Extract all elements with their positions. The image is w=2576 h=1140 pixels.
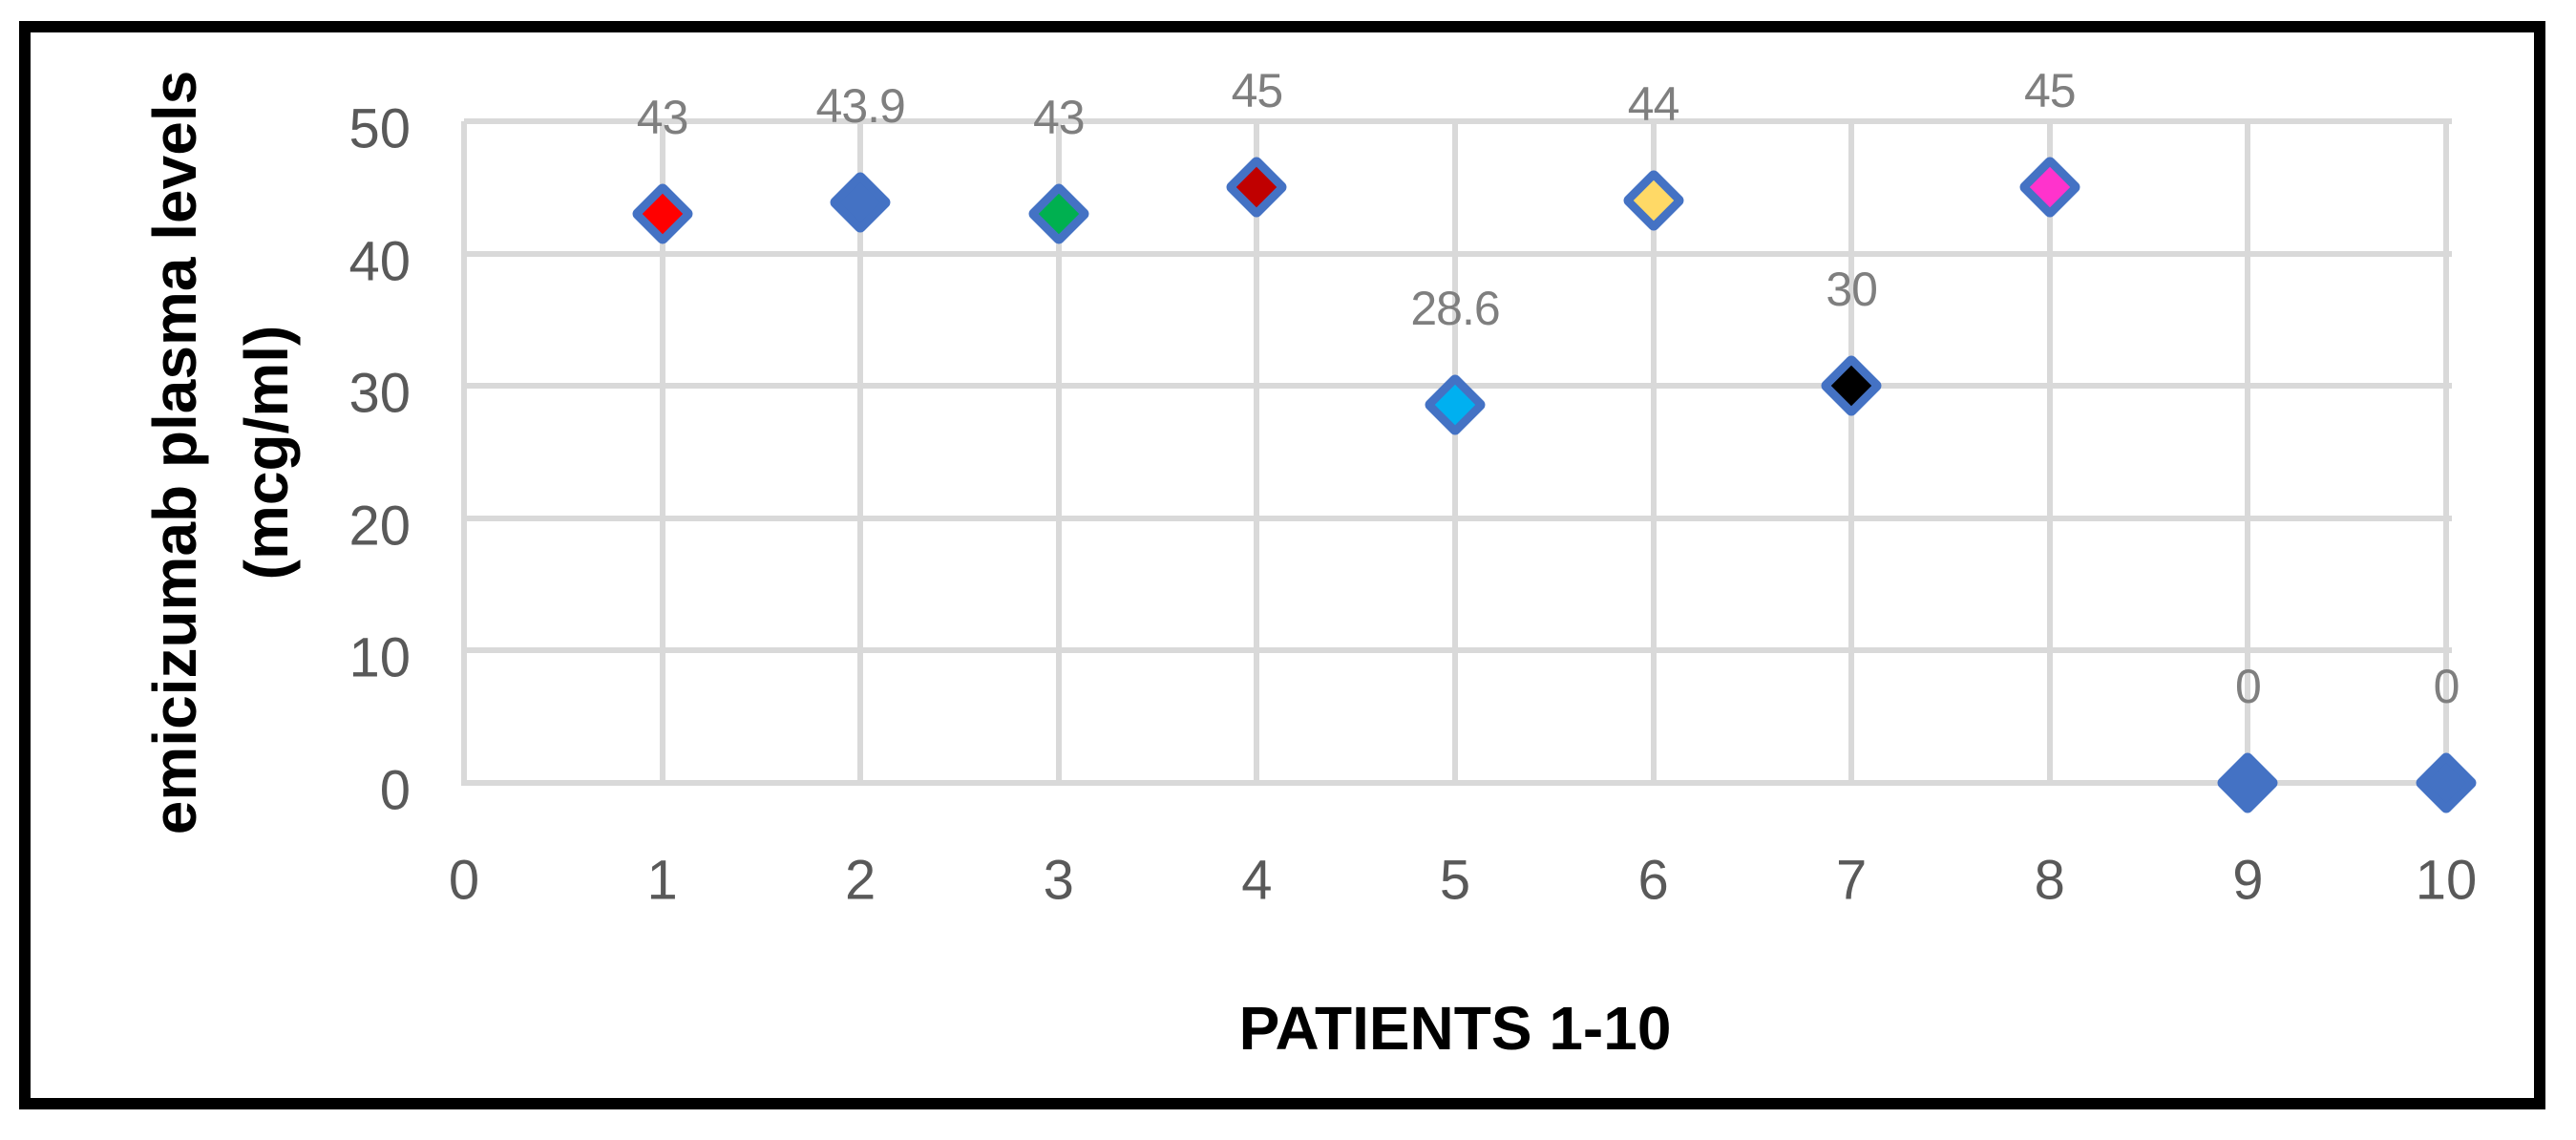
y-tick-label: 30 xyxy=(348,362,411,425)
vertical-gridline xyxy=(2046,121,2053,786)
horizontal-gridline xyxy=(464,250,2452,257)
vertical-gridline xyxy=(857,121,864,786)
y-tick-label: 0 xyxy=(379,759,411,822)
x-tick-label: 6 xyxy=(1637,849,1669,912)
data-point-label: 45 xyxy=(1231,64,1284,118)
x-tick-label: 3 xyxy=(1043,849,1074,912)
vertical-gridline xyxy=(1848,121,1855,786)
vertical-gridline xyxy=(1650,121,1657,786)
vertical-gridline xyxy=(461,121,467,786)
y-axis-title-line2: (mcg/ml) xyxy=(232,325,301,580)
x-axis-title: PATIENTS 1-10 xyxy=(1238,994,1672,1063)
x-tick-label: 1 xyxy=(646,849,678,912)
vertical-gridline xyxy=(659,121,665,786)
vertical-gridline xyxy=(1254,121,1260,786)
vertical-gridline xyxy=(2245,121,2251,786)
x-tick-label: 9 xyxy=(2232,849,2264,912)
data-point-label: 0 xyxy=(2234,660,2262,713)
data-point-marker xyxy=(2016,155,2082,221)
data-point-label: 30 xyxy=(1826,263,1878,317)
vertical-gridline xyxy=(1055,121,1062,786)
data-point-label: 0 xyxy=(2433,660,2460,713)
vertical-gridline xyxy=(2443,121,2449,786)
x-tick-label: 0 xyxy=(448,849,480,912)
horizontal-gridline xyxy=(464,118,2452,124)
y-tick-label: 10 xyxy=(348,626,411,689)
horizontal-gridline xyxy=(464,515,2452,521)
data-point-marker xyxy=(2215,750,2281,815)
vertical-gridline xyxy=(1452,121,1458,786)
data-point-label: 43 xyxy=(636,91,689,145)
data-point-marker xyxy=(1819,353,1885,419)
data-point-label: 28.6 xyxy=(1410,281,1500,335)
y-tick-label: 50 xyxy=(348,97,411,160)
data-point-label: 45 xyxy=(2023,64,2077,118)
data-point-marker xyxy=(1025,181,1091,246)
y-axis-title: emicizumab plasma levels (mcg/ml) xyxy=(129,70,312,834)
x-tick-label: 4 xyxy=(1241,849,1273,912)
horizontal-gridline xyxy=(464,780,2452,786)
y-axis-title-line1: emicizumab plasma levels xyxy=(140,70,209,834)
data-point-marker xyxy=(1620,168,1686,234)
x-tick-label: 10 xyxy=(2415,849,2478,912)
y-tick-label: 20 xyxy=(348,495,411,558)
data-point-label: 44 xyxy=(1627,77,1680,132)
horizontal-gridline xyxy=(464,647,2452,654)
x-tick-label: 2 xyxy=(845,849,876,912)
data-point-marker xyxy=(2414,750,2479,815)
data-point-marker xyxy=(629,181,695,246)
chart-border-frame: emicizumab plasma levels (mcg/ml) PATIEN… xyxy=(19,21,2545,1109)
data-point-label: 43.9 xyxy=(815,78,906,133)
data-point-marker xyxy=(1423,371,1488,437)
y-tick-label: 40 xyxy=(348,230,411,293)
data-point-marker xyxy=(828,169,894,235)
x-tick-label: 5 xyxy=(1439,849,1471,912)
data-point-marker xyxy=(1224,155,1290,221)
x-tick-label: 8 xyxy=(2034,849,2065,912)
data-point-label: 43 xyxy=(1032,91,1086,145)
x-tick-label: 7 xyxy=(1836,849,1868,912)
